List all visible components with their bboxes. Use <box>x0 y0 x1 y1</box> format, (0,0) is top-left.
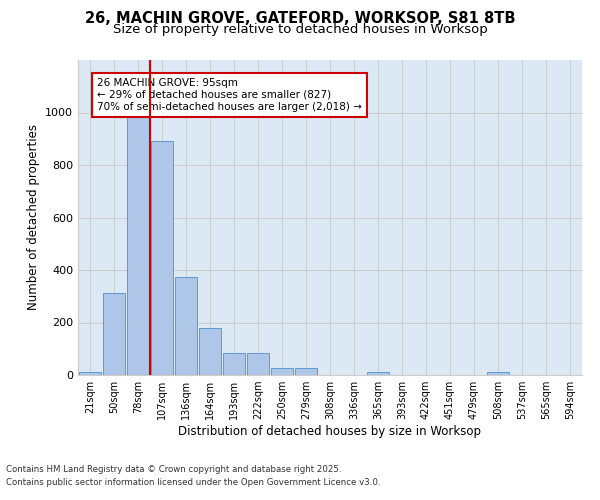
Y-axis label: Number of detached properties: Number of detached properties <box>26 124 40 310</box>
Bar <box>223 352 245 375</box>
Bar <box>367 372 389 375</box>
Bar <box>247 352 269 375</box>
Bar <box>175 276 197 375</box>
Text: 26, MACHIN GROVE, GATEFORD, WORKSOP, S81 8TB: 26, MACHIN GROVE, GATEFORD, WORKSOP, S81… <box>85 11 515 26</box>
Bar <box>79 372 101 375</box>
Text: Contains HM Land Registry data © Crown copyright and database right 2025.: Contains HM Land Registry data © Crown c… <box>6 466 341 474</box>
Bar <box>103 293 125 375</box>
Text: 26 MACHIN GROVE: 95sqm
← 29% of detached houses are smaller (827)
70% of semi-de: 26 MACHIN GROVE: 95sqm ← 29% of detached… <box>97 78 362 112</box>
Bar <box>295 368 317 375</box>
Bar <box>151 142 173 375</box>
Text: Contains public sector information licensed under the Open Government Licence v3: Contains public sector information licen… <box>6 478 380 487</box>
Bar <box>271 368 293 375</box>
Text: Size of property relative to detached houses in Worksop: Size of property relative to detached ho… <box>113 22 487 36</box>
Bar <box>199 328 221 375</box>
Bar <box>127 112 149 375</box>
Bar <box>487 372 509 375</box>
X-axis label: Distribution of detached houses by size in Worksop: Distribution of detached houses by size … <box>179 425 482 438</box>
